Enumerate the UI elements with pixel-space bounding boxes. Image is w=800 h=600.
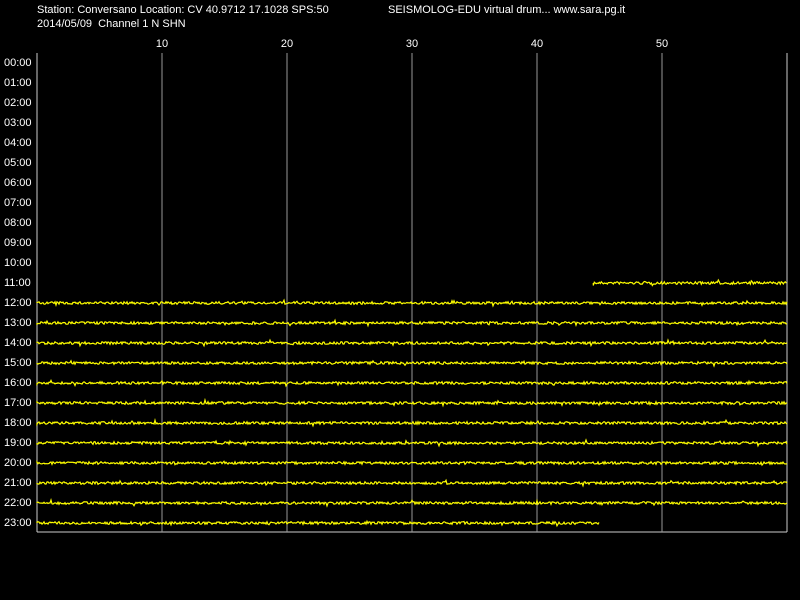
hour-label: 16:00 [4,377,32,389]
trace [36,359,788,368]
trace [36,378,788,388]
hour-label: 05:00 [4,157,32,169]
hour-label: 04:00 [4,137,32,149]
x-tick-label: 20 [281,38,293,50]
hour-label: 02:00 [4,97,32,109]
hour-label: 10:00 [4,257,32,269]
hour-label: 01:00 [4,77,32,89]
hour-label: 19:00 [4,437,32,449]
source-info: SEISMOLOG-EDU virtual drum... www.sara.p… [388,4,625,16]
trace [36,418,788,428]
hour-label: 03:00 [4,117,32,129]
hour-label: 08:00 [4,217,32,229]
x-tick-label: 30 [406,38,418,50]
trace [36,498,788,508]
hour-label: 15:00 [4,357,32,369]
date-channel: 2014/05/09 Channel 1 N SHN [37,18,186,30]
hour-label: 18:00 [4,417,32,429]
trace [36,338,788,348]
trace [36,397,788,408]
x-tick-label: 50 [656,38,668,50]
trace [592,278,787,287]
hour-label: 22:00 [4,497,32,509]
trace [36,318,788,328]
hour-label: 11:00 [4,277,31,289]
x-tick-label: 10 [156,38,168,50]
trace [36,478,788,488]
hour-label: 13:00 [4,317,32,329]
hour-label: 17:00 [4,397,32,409]
trace [36,460,788,467]
hour-label: 12:00 [4,297,32,309]
trace [36,519,600,528]
trace [36,298,788,308]
hour-label: 06:00 [4,177,32,189]
hour-label: 09:00 [4,237,32,249]
hour-label: 20:00 [4,457,32,469]
hour-label: 23:00 [4,517,32,529]
trace [36,438,788,448]
hour-label: 07:00 [4,197,32,209]
x-tick-label: 40 [531,38,543,50]
station-info: Station: Conversano Location: CV 40.9712… [37,4,329,16]
hour-label: 00:00 [4,57,32,69]
hour-label: 14:00 [4,337,32,349]
hour-label: 21:00 [4,477,32,489]
